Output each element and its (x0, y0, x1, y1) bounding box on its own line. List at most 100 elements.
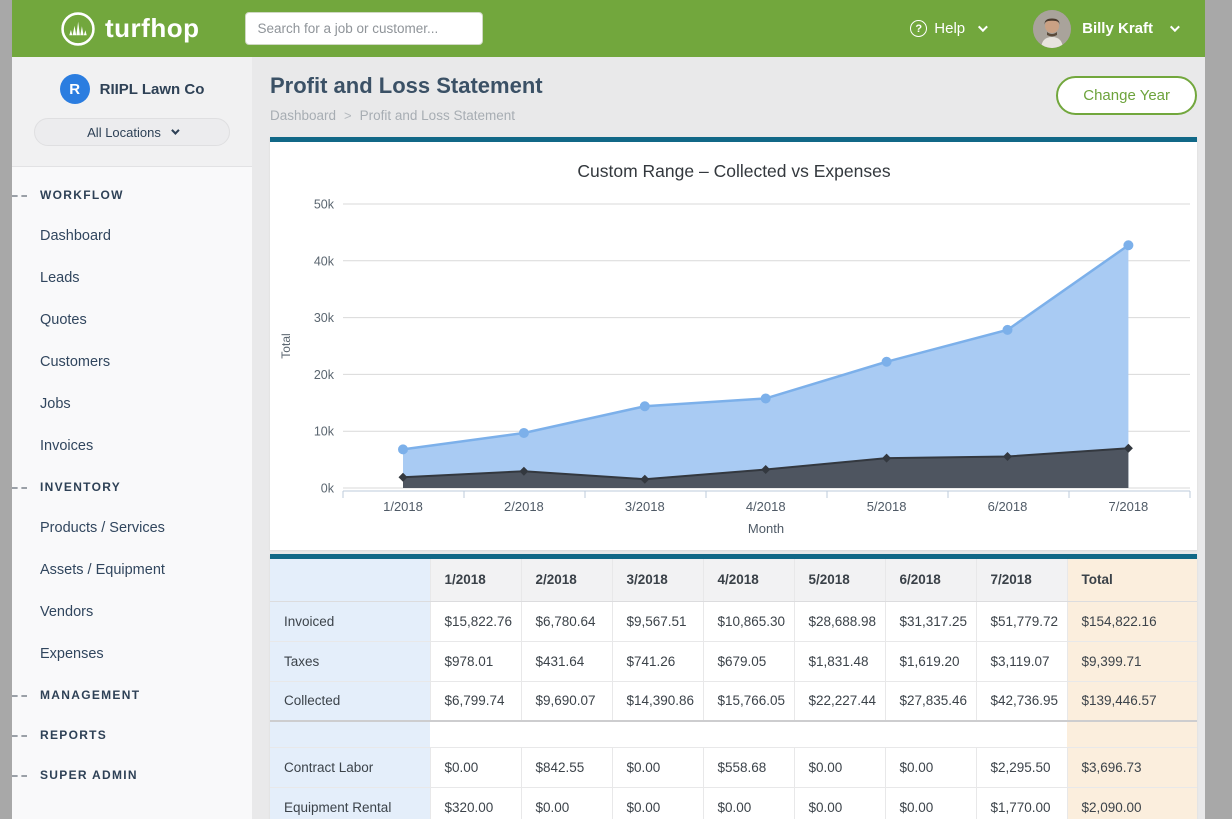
turfhop-grass-icon (60, 11, 96, 47)
table-header-cell-4-2018: 4/2018 (702, 559, 794, 602)
table-cell: $1,831.48 (793, 640, 885, 681)
logo-wordmark: turfhop (105, 13, 200, 43)
row-label: Equipment Rental (270, 786, 430, 819)
table-header-cell-5-2018: 5/2018 (793, 559, 885, 602)
company-logo: R (59, 74, 90, 104)
sidebar-item-products-services[interactable]: Products / Services (40, 520, 165, 536)
spacer-cell (794, 720, 885, 747)
row-label: Collected (270, 680, 430, 721)
table-cell: $2,295.50 (975, 746, 1067, 787)
change-year-button[interactable]: Change Year (1056, 76, 1197, 115)
left-scrollbar[interactable] (0, 0, 12, 819)
table-header-row: 1/2018 2/2018 3/2018 4/2018 5/2018 6/2018 7/20… (270, 559, 1197, 602)
table-cell: $9,690.07 (520, 680, 612, 721)
svg-text:1/2018: 1/2018 (383, 499, 423, 514)
table-row-contract-labor: Contract Labor $0.00 $842.55 $0.00 $558.68 $0… (270, 746, 1197, 787)
user-name: Billy Kraft (1082, 20, 1153, 37)
spacer-cell (521, 720, 612, 747)
card-accent-bar (270, 137, 1197, 142)
table-cell: $15,822.76 (429, 600, 521, 641)
table-cell: $1,770.00 (975, 786, 1067, 819)
chevron-down-icon (978, 22, 989, 33)
svg-text:3/2018: 3/2018 (625, 499, 665, 514)
right-scrollbar[interactable] (1205, 0, 1232, 819)
help-menu[interactable]: ? Help (910, 20, 989, 37)
search-input[interactable] (245, 12, 484, 45)
table-cell: $10,865.30 (702, 600, 794, 641)
table-cell: $0.00 (793, 786, 885, 819)
sidebar: R RIIPL Lawn Co All Locations WORKFLOW Da… (12, 57, 252, 819)
total-cell: $154,822.16 (1066, 600, 1197, 641)
user-menu[interactable]: Billy Kraft (1033, 9, 1180, 48)
sidebar-item-expenses[interactable]: Expenses (40, 646, 104, 662)
table-cell: $0.00 (429, 746, 521, 787)
table-cell: $22,227.44 (793, 680, 885, 721)
table-card: 1/2018 2/2018 3/2018 4/2018 5/2018 6/2018 7/20… (270, 554, 1197, 819)
table-cell: $27,835.46 (884, 680, 976, 721)
table-cell: $14,390.86 (611, 680, 703, 721)
table-cell: $0.00 (793, 746, 885, 787)
svg-text:Custom Range – Collected vs Ex: Custom Range – Collected vs Expenses (577, 161, 890, 181)
svg-text:6/2018: 6/2018 (988, 499, 1028, 514)
table-cell: $558.68 (702, 746, 794, 787)
top-navbar: turfhop ? Help (12, 0, 1205, 57)
row-label: Taxes (270, 640, 430, 681)
table-cell: $0.00 (702, 786, 794, 819)
table-row-invoiced: Invoiced $15,822.76 $6,780.64 $9,567.51 $10,… (270, 600, 1197, 641)
locations-label: All Locations (87, 124, 161, 140)
spacer-cell (885, 720, 976, 747)
turfhop-logo: turfhop (60, 11, 199, 47)
spacer-cell (612, 720, 703, 747)
sidebar-section-management: MANAGEMENT (12, 675, 252, 715)
table-spacer-row (270, 720, 1197, 747)
total-cell: $2,090.00 (1066, 786, 1197, 819)
sidebar-item-jobs[interactable]: Jobs (40, 396, 71, 412)
sidebar-item-invoices[interactable]: Invoices (40, 438, 94, 454)
total-cell: $139,446.57 (1066, 680, 1197, 721)
svg-text:4/2018: 4/2018 (746, 499, 786, 514)
table-cell: $431.64 (520, 640, 612, 681)
user-avatar (1033, 9, 1072, 48)
table-cell: $6,780.64 (520, 600, 612, 641)
row-label: Invoiced (270, 600, 430, 641)
table-cell: $679.05 (702, 640, 794, 681)
sidebar-item-assets-equipment[interactable]: Assets / Equipment (40, 562, 165, 578)
table-cell: $0.00 (884, 786, 976, 819)
total-cell: $3,696.73 (1066, 746, 1197, 787)
total-cell: $9,399.71 (1066, 640, 1197, 681)
sidebar-item-dashboard[interactable]: Dashboard (40, 228, 111, 244)
table-header-cell-2-2018: 2/2018 (520, 559, 612, 602)
sidebar-item-customers[interactable]: Customers (40, 354, 111, 370)
section-dash-icon (12, 735, 27, 737)
table-cell: $0.00 (611, 786, 703, 819)
svg-text:7/2018: 7/2018 (1109, 499, 1149, 514)
chevron-down-icon (171, 126, 180, 135)
table-header-cell-total: Total (1066, 559, 1197, 602)
table-header-cell-7-2018: 7/2018 (975, 559, 1067, 602)
table-cell: $978.01 (429, 640, 521, 681)
page-title: Profit and Loss Statement (270, 73, 543, 98)
sidebar-item-vendors[interactable]: Vendors (40, 604, 94, 620)
row-label: Contract Labor (270, 746, 430, 787)
table-row-taxes: Taxes $978.01 $431.64 $741.26 $679.05 $1,831.… (270, 640, 1197, 681)
company-header: R RIIPL Lawn Co (12, 74, 252, 104)
sidebar-item-leads[interactable]: Leads (40, 270, 80, 286)
section-dash-icon (12, 775, 27, 777)
table-row-equipment-rental: Equipment Rental $320.00 $0.00 $0.00 $0.00 $0… (270, 786, 1197, 819)
spacer-cell (270, 720, 430, 747)
section-dash-icon (12, 695, 27, 697)
sidebar-item-quotes[interactable]: Quotes (40, 312, 87, 328)
main-content: Profit and Loss Statement Dashboard > Pr… (252, 57, 1205, 819)
breadcrumb: Dashboard > Profit and Loss Statement (270, 108, 543, 123)
svg-text:2/2018: 2/2018 (504, 499, 544, 514)
spacer-cell (1067, 720, 1197, 747)
svg-text:5/2018: 5/2018 (867, 499, 907, 514)
breadcrumb-dashboard[interactable]: Dashboard (270, 108, 337, 123)
locations-dropdown[interactable]: All Locations (34, 118, 230, 146)
table-cell: $9,567.51 (611, 600, 703, 641)
help-icon: ? (910, 20, 928, 37)
table-cell: $0.00 (611, 746, 703, 787)
section-dash-icon (12, 195, 27, 197)
table-cell: $51,779.72 (975, 600, 1067, 641)
svg-text:50k: 50k (314, 198, 335, 212)
